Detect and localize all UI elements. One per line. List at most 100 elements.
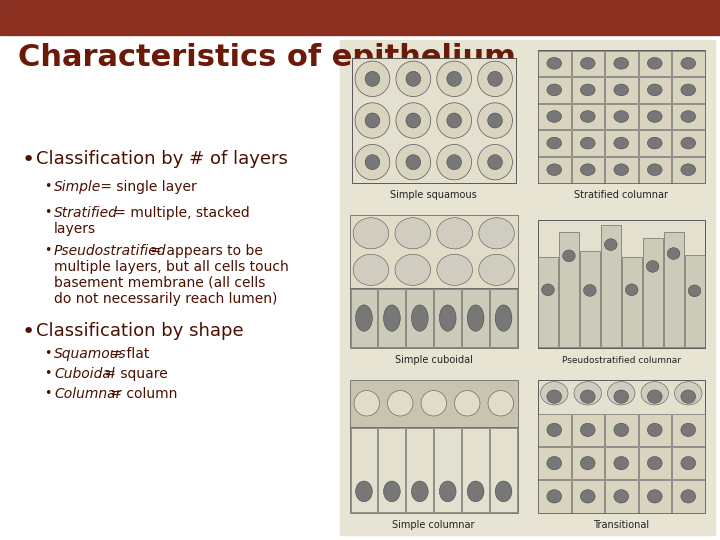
Bar bbox=[379, 289, 405, 347]
Text: •: • bbox=[44, 347, 51, 360]
Text: Classification by # of layers: Classification by # of layers bbox=[36, 150, 288, 168]
Ellipse shape bbox=[681, 84, 696, 96]
Ellipse shape bbox=[541, 382, 568, 405]
Bar bbox=[672, 414, 704, 446]
Ellipse shape bbox=[647, 390, 662, 403]
Bar bbox=[538, 130, 570, 156]
Text: •: • bbox=[22, 150, 35, 170]
Bar bbox=[639, 414, 671, 446]
Bar bbox=[643, 238, 662, 347]
Bar bbox=[538, 104, 570, 129]
Ellipse shape bbox=[647, 456, 662, 470]
Ellipse shape bbox=[608, 382, 635, 405]
Ellipse shape bbox=[547, 164, 562, 176]
Bar bbox=[600, 225, 621, 347]
Bar bbox=[406, 428, 433, 512]
Ellipse shape bbox=[541, 284, 554, 295]
Bar bbox=[462, 289, 489, 347]
Bar bbox=[538, 157, 570, 183]
Circle shape bbox=[454, 390, 480, 416]
Ellipse shape bbox=[614, 490, 629, 503]
Bar bbox=[664, 232, 683, 347]
Ellipse shape bbox=[437, 145, 472, 180]
Ellipse shape bbox=[477, 103, 513, 138]
Ellipse shape bbox=[353, 218, 389, 249]
Bar bbox=[672, 104, 704, 129]
Bar bbox=[351, 289, 377, 347]
Circle shape bbox=[421, 390, 446, 416]
Ellipse shape bbox=[395, 218, 431, 249]
Text: Simple squamous: Simple squamous bbox=[390, 190, 477, 200]
Ellipse shape bbox=[547, 111, 562, 123]
Bar bbox=[605, 77, 637, 103]
Bar bbox=[434, 428, 462, 512]
Ellipse shape bbox=[355, 103, 390, 138]
Bar bbox=[352, 58, 516, 183]
Ellipse shape bbox=[547, 137, 562, 149]
Ellipse shape bbox=[647, 84, 662, 96]
Ellipse shape bbox=[547, 423, 562, 436]
Ellipse shape bbox=[647, 490, 662, 503]
Ellipse shape bbox=[681, 456, 696, 470]
Ellipse shape bbox=[584, 285, 596, 296]
Bar bbox=[340, 40, 715, 535]
Circle shape bbox=[354, 390, 379, 416]
Text: Simple columnar: Simple columnar bbox=[392, 520, 475, 530]
Ellipse shape bbox=[641, 382, 668, 405]
Ellipse shape bbox=[395, 254, 431, 286]
Ellipse shape bbox=[681, 490, 696, 503]
Ellipse shape bbox=[580, 390, 595, 403]
Ellipse shape bbox=[681, 57, 696, 69]
Ellipse shape bbox=[437, 103, 472, 138]
Text: = square: = square bbox=[100, 367, 168, 381]
Ellipse shape bbox=[580, 490, 595, 503]
Bar bbox=[639, 157, 671, 183]
Bar bbox=[538, 480, 570, 512]
Ellipse shape bbox=[447, 71, 462, 86]
Ellipse shape bbox=[477, 145, 513, 180]
Ellipse shape bbox=[479, 254, 514, 286]
Bar bbox=[639, 104, 671, 129]
Ellipse shape bbox=[647, 423, 662, 436]
Text: layers: layers bbox=[54, 222, 96, 236]
Ellipse shape bbox=[647, 111, 662, 123]
Ellipse shape bbox=[411, 481, 428, 502]
Bar bbox=[605, 104, 637, 129]
Bar bbox=[639, 130, 671, 156]
Bar bbox=[572, 480, 604, 512]
Ellipse shape bbox=[614, 390, 629, 403]
Text: = column: = column bbox=[106, 387, 177, 401]
Ellipse shape bbox=[477, 61, 513, 97]
Ellipse shape bbox=[580, 423, 595, 436]
Bar bbox=[490, 428, 517, 512]
Bar bbox=[351, 428, 377, 512]
Text: Columnar: Columnar bbox=[54, 387, 122, 401]
Ellipse shape bbox=[614, 137, 629, 149]
Bar bbox=[672, 77, 704, 103]
Bar bbox=[672, 447, 704, 480]
Ellipse shape bbox=[487, 113, 503, 128]
Ellipse shape bbox=[681, 111, 696, 123]
Bar bbox=[639, 77, 671, 103]
Ellipse shape bbox=[396, 61, 431, 97]
Text: •: • bbox=[44, 180, 51, 193]
Ellipse shape bbox=[580, 57, 595, 69]
Bar bbox=[538, 447, 570, 480]
Ellipse shape bbox=[614, 423, 629, 436]
Ellipse shape bbox=[614, 456, 629, 470]
Bar bbox=[350, 380, 518, 427]
Ellipse shape bbox=[647, 137, 662, 149]
Text: do not necessarily reach lumen): do not necessarily reach lumen) bbox=[54, 292, 277, 306]
Bar bbox=[639, 51, 671, 76]
Ellipse shape bbox=[487, 71, 503, 86]
Text: Simple cuboidal: Simple cuboidal bbox=[395, 355, 473, 365]
Bar bbox=[538, 414, 570, 446]
Ellipse shape bbox=[580, 111, 595, 123]
Ellipse shape bbox=[647, 57, 662, 69]
Ellipse shape bbox=[547, 57, 562, 69]
Text: •: • bbox=[44, 244, 51, 257]
Bar bbox=[572, 130, 604, 156]
Ellipse shape bbox=[681, 390, 696, 403]
Bar bbox=[434, 289, 462, 347]
Text: Simple: Simple bbox=[54, 180, 102, 194]
